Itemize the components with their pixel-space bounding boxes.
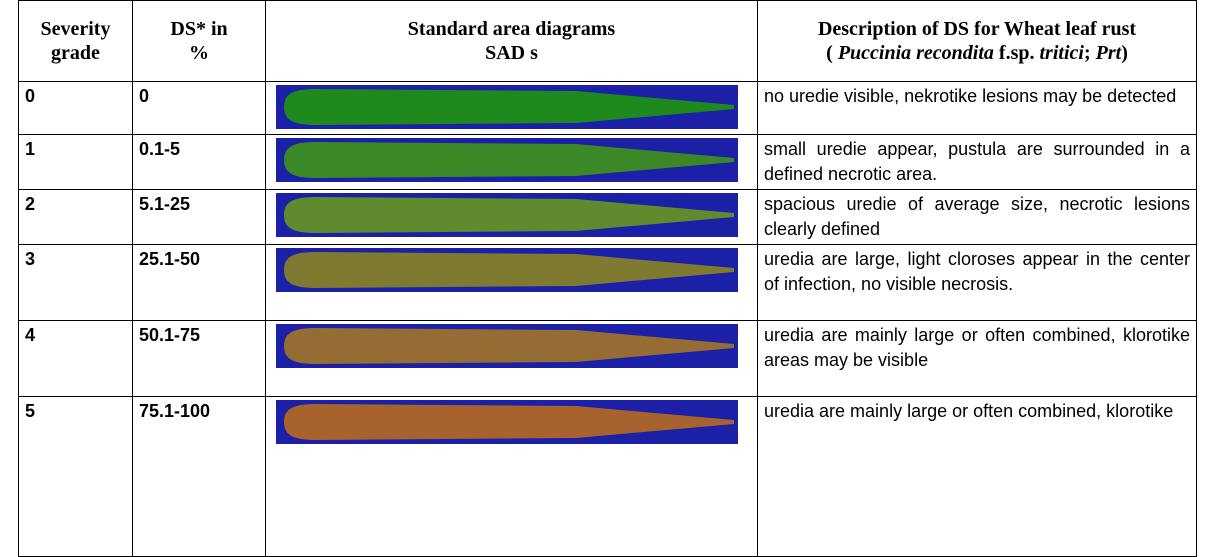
description-cell: no uredie visible, nekrotike lesions may… [758,82,1197,135]
grade: 2 [25,194,35,214]
table-row: 3 25.1-50 uredia are large, light cloroses… [19,245,1197,321]
description-cell: small uredie appear, pustula are surroun… [758,135,1197,190]
diagram-cell [266,190,758,245]
grade-cell: 1 [19,135,133,190]
header-text: ( [826,42,838,64]
header-text: Prt [1096,42,1122,64]
header-line: ( Puccinia recondita f.sp. tritici; Prt) [826,42,1128,64]
grade-cell: 2 [19,190,133,245]
ds-range: 25.1-50 [139,249,200,269]
ds-cell: 0.1-5 [133,135,266,190]
header-cell: DS* in% [133,1,266,82]
description: uredia are mainly large or often combine… [764,401,1173,421]
description: small uredie appear, pustula are surroun… [764,139,1190,184]
description-cell: spacious uredie of average size, necroti… [758,190,1197,245]
leaf-diagram [276,138,738,182]
diagram-cell [266,82,758,135]
description-cell: uredia are mainly large or often combine… [758,321,1197,397]
header-text: Puccinia recondita [838,42,994,64]
description: uredia are large, light cloroses appear … [764,249,1190,294]
diagram-cell [266,135,758,190]
header-text: Standard area diagrams [408,18,615,40]
ds-cell: 50.1-75 [133,321,266,397]
ds-range: 75.1-100 [139,401,210,421]
grade-cell: 4 [19,321,133,397]
header-text: SAD s [485,42,538,64]
header-text: DS* in [170,18,227,40]
description-cell: uredia are mainly large or often combine… [758,397,1197,557]
grade-cell: 3 [19,245,133,321]
ds-cell: 25.1-50 [133,245,266,321]
table-row: 4 50.1-75 uredia are mainly large or often… [19,321,1197,397]
header-text: tritici [1040,42,1084,64]
header-text: % [189,42,209,64]
description: no uredie visible, nekrotike lesions may… [764,86,1176,106]
ds-range: 0 [139,86,149,106]
ds-cell: 0 [133,82,266,135]
diagram-cell [266,321,758,397]
grade: 5 [25,401,35,421]
header-text: Severity [41,18,111,40]
ds-range: 5.1-25 [139,194,190,214]
description: uredia are mainly large or often combine… [764,325,1190,370]
header-text: ) [1121,42,1128,64]
ds-range: 0.1-5 [139,139,180,159]
description: spacious uredie of average size, necroti… [764,194,1190,239]
description-cell: uredia are large, light cloroses appear … [758,245,1197,321]
table-row: 5 75.1-100 uredia are mainly large or ofte… [19,397,1197,557]
leaf-diagram [276,324,738,368]
diagram-cell [266,245,758,321]
grade: 4 [25,325,35,345]
grade: 0 [25,86,35,106]
leaf-diagram [276,85,738,129]
table-row: 1 0.1-5 small uredie appear, pustula are s… [19,135,1197,190]
header-text: Description of DS for Wheat leaf rust [818,18,1136,40]
grade: 3 [25,249,35,269]
leaf-diagram [276,248,738,292]
header-text: f.sp. [994,42,1040,64]
table-body: 0 0 no uredie visible, nekrotike lesions m… [19,82,1197,557]
grade-cell: 0 [19,82,133,135]
leaf-diagram [276,193,738,237]
header-text: ; [1084,42,1096,64]
table-row: 0 0 no uredie visible, nekrotike lesions m… [19,82,1197,135]
grade-cell: 5 [19,397,133,557]
table-row: 2 5.1-25 spacious uredie of average size, … [19,190,1197,245]
leaf-diagram [276,400,738,444]
header-cell: Description of DS for Wheat leaf rust( P… [758,1,1197,82]
diagram-cell [266,397,758,557]
ds-range: 50.1-75 [139,325,200,345]
grade: 1 [25,139,35,159]
ds-cell: 5.1-25 [133,190,266,245]
ds-cell: 75.1-100 [133,397,266,557]
header-text: grade [51,42,100,64]
